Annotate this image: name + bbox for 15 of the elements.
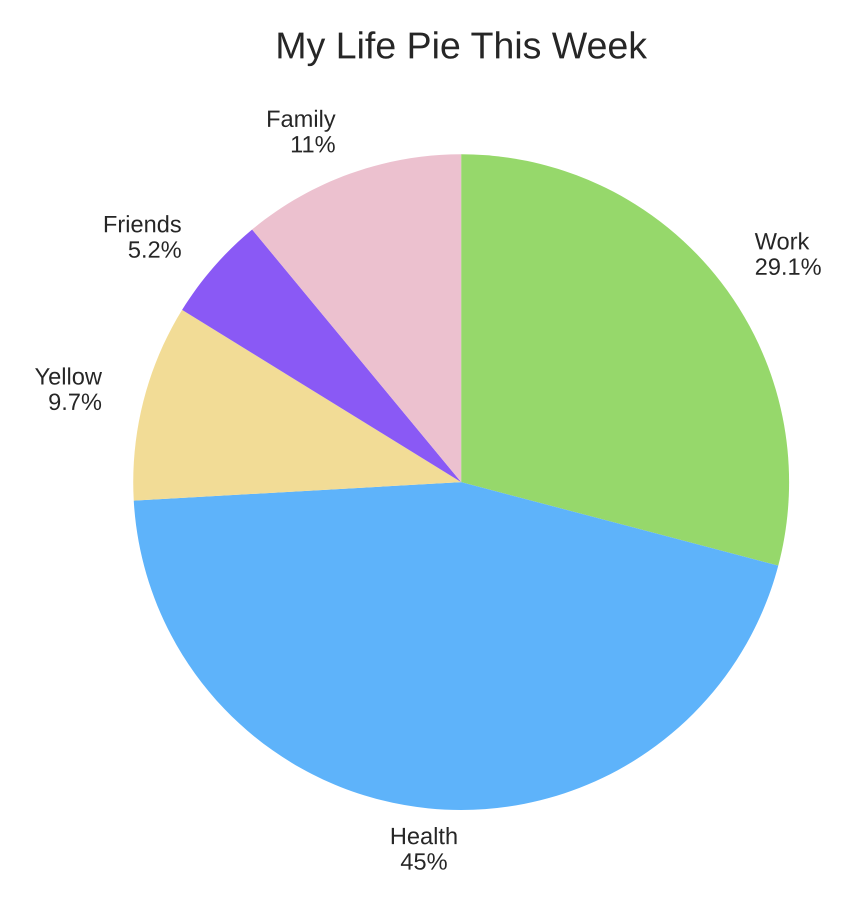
pie-slice [252, 154, 462, 482]
slice-label: Work [754, 232, 810, 250]
data-label: 29.1% [756, 258, 821, 276]
chart-title: My Life Pie This Week [278, 31, 648, 66]
data-label: 9.7% [49, 393, 102, 410]
pie-slice [182, 229, 462, 482]
data-label: 45% [400, 853, 447, 870]
data-label: 11% [292, 136, 335, 152]
slice-label: Health [392, 827, 457, 844]
data-label: 5.2% [128, 241, 181, 258]
slice-label: Yellow [35, 367, 102, 385]
pie-slice [133, 310, 462, 501]
slice-label: Friends [104, 215, 181, 232]
pie-slice [134, 482, 778, 810]
slice-label: Family [268, 110, 336, 132]
